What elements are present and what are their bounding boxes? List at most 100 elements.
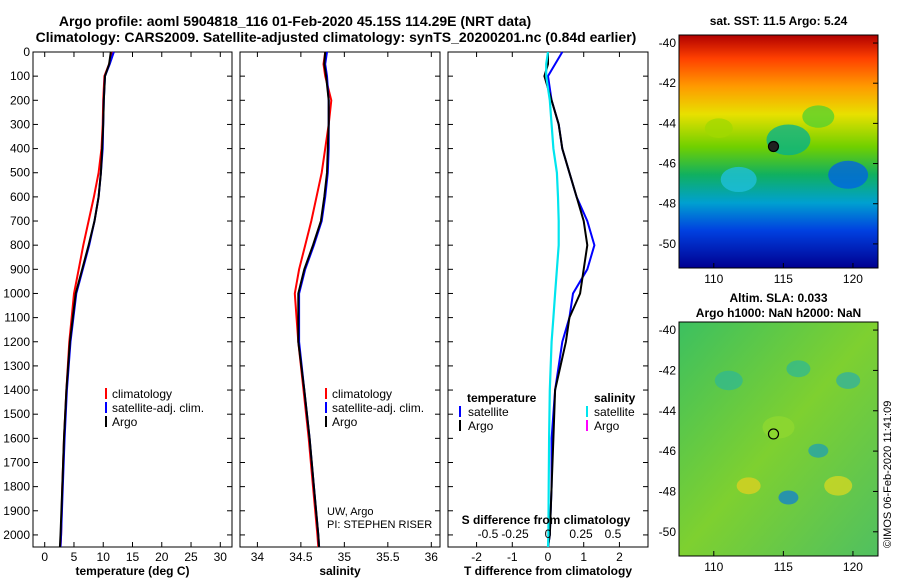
panel-annotation: UW, Argo bbox=[327, 506, 373, 518]
x-axis-label: T difference from climatology bbox=[464, 564, 632, 578]
y-tick-label: 1900 bbox=[3, 504, 30, 518]
x-tick-label: 120 bbox=[843, 560, 863, 574]
y-tick-label: 0 bbox=[23, 45, 30, 59]
y-tick-label: 800 bbox=[10, 238, 30, 252]
x-tick-label: 115 bbox=[774, 560, 793, 574]
field-patch bbox=[704, 118, 733, 138]
series-line bbox=[298, 51, 330, 548]
x-tick-label: 35 bbox=[338, 550, 352, 564]
series-line bbox=[297, 51, 330, 548]
x-axis-label-2: S difference from climatology bbox=[462, 513, 631, 527]
y-tick-label: 600 bbox=[10, 190, 30, 204]
x-tick-label: 2 bbox=[616, 550, 623, 564]
sla-field bbox=[679, 322, 878, 556]
map-panels: sat. SST: 11.5 Argo: 5.24 110 115 120 -40 -42… bbox=[659, 14, 879, 574]
x-tick-label: 120 bbox=[843, 272, 863, 286]
x-tick-label: 110 bbox=[704, 560, 723, 574]
field-patch bbox=[824, 476, 853, 496]
x-tick-label: 15 bbox=[126, 550, 140, 564]
profile-panels: 0100200300400500600700800900100011001200… bbox=[3, 45, 649, 578]
y-tick-label: 1400 bbox=[3, 383, 30, 397]
series-line bbox=[545, 51, 560, 548]
map-subtitle: Argo h1000: NaN h2000: NaN bbox=[696, 306, 861, 320]
legend-label: satellite-adj. clim. bbox=[332, 401, 424, 415]
x-tick-label: 35.5 bbox=[376, 550, 400, 564]
x-tick-label: 34.5 bbox=[289, 550, 313, 564]
panel-annotation: PI: STEPHEN RISER bbox=[327, 519, 432, 531]
legend-label: climatology bbox=[112, 387, 172, 401]
x-tick-label: 25 bbox=[184, 550, 198, 564]
y-tick-label: -40 bbox=[659, 36, 677, 50]
map-title: sat. SST: 11.5 Argo: 5.24 bbox=[710, 14, 848, 28]
y-tick-label: -46 bbox=[659, 444, 677, 458]
y-tick-label: 1300 bbox=[3, 359, 30, 373]
x-tick-label: 0 bbox=[545, 550, 552, 564]
x-tick-label: -1 bbox=[507, 550, 518, 564]
x-tick-label: 110 bbox=[704, 272, 723, 286]
legend-label: Argo bbox=[468, 419, 494, 433]
title-line-1: Argo profile: aoml 5904818_116 01-Feb-20… bbox=[59, 13, 531, 29]
x-tick-label: 20 bbox=[155, 550, 169, 564]
x-tick-label: 10 bbox=[97, 550, 111, 564]
x-tick-label: 30 bbox=[214, 550, 228, 564]
y-tick-label: 200 bbox=[10, 93, 30, 107]
y-tick-label: -50 bbox=[659, 525, 677, 539]
y-tick-label: 1600 bbox=[3, 431, 30, 445]
y-tick-label: -44 bbox=[659, 404, 677, 418]
panel-difference: -2 -1 0 1 2T difference from climatology temp… bbox=[447, 51, 649, 578]
series-line bbox=[59, 51, 115, 548]
legend-label: satellite bbox=[468, 405, 509, 419]
y-tick-label: -44 bbox=[659, 116, 677, 130]
y-tick-label: 700 bbox=[10, 214, 30, 228]
y-tick-label: 1800 bbox=[3, 480, 30, 494]
x-tick-label-2: 0.25 bbox=[569, 527, 593, 541]
legend-label: Argo bbox=[332, 415, 358, 429]
x-tick-label: 115 bbox=[774, 272, 793, 286]
field-patch bbox=[720, 166, 757, 193]
map-sst-map: sat. SST: 11.5 Argo: 5.24 110 115 120 -40 -42… bbox=[659, 14, 879, 286]
x-tick-label: 34 bbox=[251, 550, 265, 564]
x-tick-label: 5 bbox=[71, 550, 78, 564]
field-patch bbox=[714, 370, 743, 391]
field-patch bbox=[786, 360, 811, 378]
map-frame bbox=[678, 34, 879, 269]
legend-label: satellite bbox=[594, 405, 635, 419]
legend-label: satellite-adj. clim. bbox=[112, 401, 204, 415]
legend-label: climatology bbox=[332, 387, 392, 401]
field-patch bbox=[828, 160, 869, 189]
y-tick-label: 500 bbox=[10, 166, 30, 180]
y-tick-label: -48 bbox=[659, 197, 677, 211]
x-tick-label: 0 bbox=[41, 550, 48, 564]
y-tick-label: 1500 bbox=[3, 407, 30, 421]
field-patch bbox=[802, 105, 835, 128]
y-tick-label: 1700 bbox=[3, 455, 30, 469]
y-tick-label: -42 bbox=[659, 363, 677, 377]
series-line bbox=[543, 52, 589, 548]
y-tick-label: 1100 bbox=[4, 311, 30, 325]
legend-label: Argo bbox=[594, 419, 620, 433]
title-line-2: Climatology: CARS2009. Satellite-adjuste… bbox=[36, 29, 637, 45]
field-patch bbox=[808, 443, 829, 458]
panel-temperature: 0100200300400500600700800900100011001200… bbox=[3, 45, 233, 578]
x-tick-label-2: -0.5 bbox=[478, 527, 499, 541]
y-tick-label: 1200 bbox=[3, 335, 30, 349]
y-tick-label: 100 bbox=[10, 69, 30, 83]
footer-stamp: ©IMOS 06-Feb-2020 11:41:09 bbox=[882, 401, 894, 548]
y-tick-label: -40 bbox=[659, 323, 677, 337]
series-line bbox=[59, 51, 113, 548]
legend-title: salinity bbox=[594, 391, 636, 405]
x-axis-label: temperature (deg C) bbox=[75, 564, 189, 578]
argo-position-marker bbox=[767, 428, 780, 440]
y-tick-label: 900 bbox=[10, 262, 30, 276]
series-line bbox=[58, 51, 112, 548]
map-frame bbox=[678, 321, 879, 557]
x-tick-label-2: -0.25 bbox=[501, 527, 529, 541]
field-patch bbox=[778, 490, 799, 505]
y-tick-label: -46 bbox=[659, 157, 677, 171]
y-tick-label: -50 bbox=[659, 237, 677, 251]
field-patch bbox=[836, 372, 861, 389]
field-patch bbox=[762, 416, 795, 439]
plot-frame bbox=[239, 51, 441, 548]
